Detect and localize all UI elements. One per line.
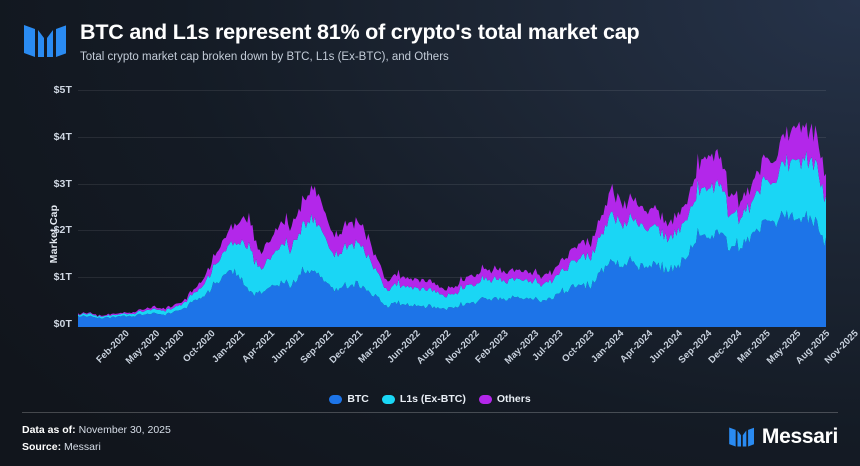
data-as-of-label: Data as of:	[22, 424, 76, 436]
legend-item-l1s-ex-btc[interactable]: L1s (Ex-BTC)	[381, 393, 466, 405]
y-axis-ticks: $0T $1T $2T $3T $4T $5T	[24, 76, 72, 336]
legend-swatch-icon	[381, 394, 395, 404]
footer-divider	[22, 412, 838, 413]
legend-item-btc[interactable]: BTC	[329, 393, 369, 405]
gridline	[78, 183, 826, 185]
legend-label: Others	[496, 393, 531, 405]
source-label: Source:	[22, 441, 62, 453]
brand-lockup: Messari	[728, 424, 838, 450]
y-axis-tick-label: $5T	[53, 84, 72, 96]
chart-plot-area: Market Cap $0T $1T $2T $3T $4T $5T Feb-2020 Ma…	[0, 76, 860, 394]
area-series-btc	[78, 210, 826, 324]
y-axis-tick-label: $0T	[53, 318, 72, 330]
data-as-of: Data as of: November 30, 2025	[22, 424, 171, 436]
messari-logo-icon	[729, 427, 754, 447]
source-value: Messari	[64, 441, 101, 453]
data-as-of-value: November 30, 2025	[78, 424, 171, 436]
brand-name: Messari	[761, 425, 838, 448]
legend-item-others[interactable]: Others	[478, 393, 531, 405]
chart-header: BTC and L1s represent 81% of crypto's to…	[0, 0, 860, 76]
messari-logo-icon	[24, 25, 66, 57]
gridline	[78, 136, 826, 138]
y-axis-tick-label: $2T	[53, 224, 72, 237]
source-line: Source: Messari	[22, 441, 101, 453]
chart-gridlines	[78, 76, 826, 336]
area-series-others	[78, 121, 826, 317]
y-axis-tick-label: $3T	[53, 177, 72, 190]
legend-label: BTC	[347, 393, 369, 405]
chart-legend: BTC L1s (Ex-BTC) Others	[0, 390, 860, 408]
page-title: BTC and L1s represent 81% of crypto's to…	[80, 20, 640, 44]
gridline	[78, 277, 826, 279]
legend-swatch-icon	[329, 394, 343, 404]
area-series-l1s-ex-btc	[78, 150, 826, 319]
y-axis-tick-label: $1T	[53, 271, 72, 284]
legend-swatch-icon	[478, 394, 492, 404]
page-subtitle: Total crypto market cap broken down by B…	[80, 51, 449, 63]
gridline	[78, 90, 826, 91]
legend-label: L1s (Ex-BTC)	[399, 393, 466, 405]
y-axis-tick-label: $4T	[53, 130, 72, 143]
chart-footer: Data as of: November 30, 2025 Source: Me…	[0, 412, 860, 466]
gridline	[78, 230, 826, 232]
x-axis-ticks: Feb-2020 May-2020 Jul-2020 Oct-2020 Jan-2021…	[78, 328, 860, 394]
x-axis-baseline	[78, 323, 826, 327]
stacked-area-chart[interactable]	[78, 76, 826, 336]
